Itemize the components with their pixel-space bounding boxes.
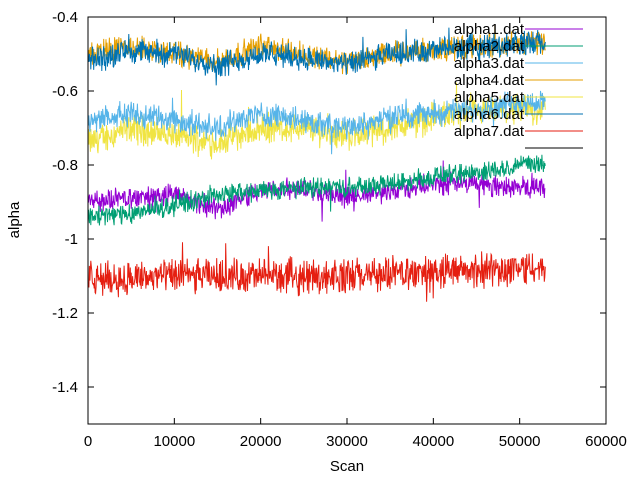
legend-label: alpha2.dat	[454, 38, 525, 55]
y-tick-label: -0.8	[52, 157, 78, 174]
x-tick-label: 0	[84, 433, 92, 450]
x-tick-label: 10000	[153, 433, 195, 450]
y-tick-label: -1	[65, 231, 78, 248]
series-layer	[88, 24, 546, 302]
legend-item: alpha3.dat	[454, 55, 583, 72]
y-tick-label: -0.4	[52, 9, 78, 26]
x-tick-label: 20000	[240, 433, 282, 450]
y-tick-label: -0.6	[52, 83, 78, 100]
legend-item: alpha6.dat	[454, 106, 583, 123]
plot-frame	[87, 16, 607, 425]
legend-label: alpha5.dat	[454, 89, 525, 106]
legend-item: alpha7.dat	[454, 123, 583, 140]
x-tick-label: 40000	[412, 433, 454, 450]
legend-label: alpha4.dat	[454, 72, 525, 89]
legend-item: alpha1.dat	[454, 21, 583, 38]
legend-label: alpha1.dat	[454, 21, 525, 38]
y-axis-label: alpha	[6, 201, 23, 238]
x-axis-label: Scan	[330, 458, 364, 475]
x-tick-label: 50000	[499, 433, 541, 450]
legend-item: alpha4.dat	[454, 72, 583, 89]
series-line-alpha7-dat	[88, 242, 546, 302]
ticks-layer: 0 10000 20000 30000 40000 50000 60000 -1.4 -1.2 -…	[52, 9, 627, 450]
legend-label: alpha3.dat	[454, 55, 525, 72]
y-tick-label: -1.4	[52, 379, 78, 396]
series-line-alpha6-dat	[88, 27, 546, 86]
x-tick-label: 60000	[585, 433, 627, 450]
y-tick-label: -1.2	[52, 305, 78, 322]
legend: alpha1.datalpha2.datalpha3.datalpha4.dat…	[454, 21, 583, 149]
legend-label: alpha6.dat	[454, 106, 525, 123]
x-tick-label: 30000	[326, 433, 368, 450]
legend-label: alpha7.dat	[454, 123, 525, 140]
series-line-alpha3-dat	[88, 90, 546, 155]
legend-item: alpha5.dat	[454, 89, 583, 106]
legend-item: alpha2.dat	[454, 38, 583, 55]
series-line-alpha2-dat	[88, 154, 546, 226]
